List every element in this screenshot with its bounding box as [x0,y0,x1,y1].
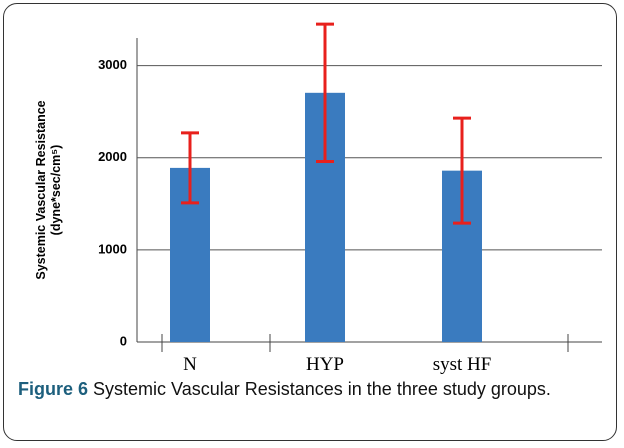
y-axis-title: Systemic Vascular Resistance (dyne*sec/c… [34,100,63,279]
x-tick-label: N [183,354,197,375]
error-bar [181,131,199,205]
x-tick-label: HYP [306,354,344,375]
figure-frame [3,3,617,441]
error-bar [316,22,334,163]
x-tick-label: syst HF [433,354,492,375]
y-tick-label: 2000 [98,149,127,164]
caption-text: Systemic Vascular Resistances in the thr… [93,379,551,399]
caption-label: Figure 6 [18,379,89,399]
y-label-line: Systemic Vascular Resistance [34,100,48,279]
y-tick-label: 1000 [98,241,127,256]
caption: Figure 6 Systemic Vascular Resistances i… [18,376,608,402]
y-tick-label: 3000 [98,57,127,72]
y-label-line: (dyne*sec/cm⁵) [49,145,63,236]
error-bar [453,116,471,225]
y-tick-label: 0 [120,333,127,348]
